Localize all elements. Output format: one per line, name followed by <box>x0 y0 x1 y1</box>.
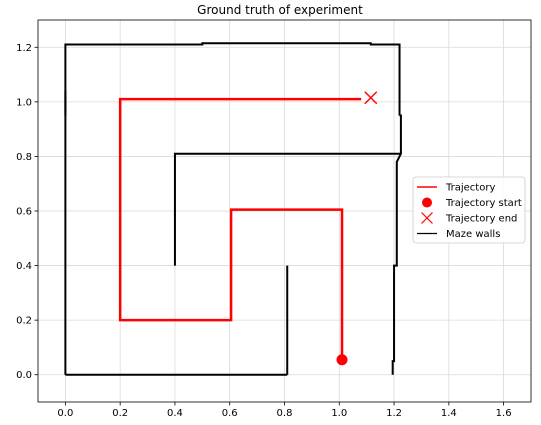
maze-wall-segment <box>173 152 401 266</box>
marker-stroke <box>421 212 433 224</box>
y-tick-label: 0.0 <box>16 370 32 381</box>
x-tick-label: 1.4 <box>441 408 457 419</box>
legend-start-handle <box>422 197 432 208</box>
x-tick-label: 1.6 <box>496 408 512 419</box>
x-tick-label: 1.0 <box>331 408 347 419</box>
x-tick-label: 0.8 <box>277 408 293 419</box>
x-tick-label: 0.2 <box>112 408 128 419</box>
legend-box <box>412 176 526 244</box>
trajectory-line <box>118 97 362 360</box>
maze-walls <box>64 42 402 376</box>
legend-label: Trajectory start <box>445 198 522 209</box>
y-tick-label: 1.0 <box>16 97 32 108</box>
legend-label: Maze walls <box>446 229 500 240</box>
marker-stroke <box>364 91 378 105</box>
y-tick-label: 0.4 <box>16 261 32 272</box>
y-tick-label: 0.6 <box>16 207 32 218</box>
y-tick-label: 1.2 <box>16 43 32 54</box>
markers <box>336 91 378 366</box>
axis-ticks: 0.0 0.2 0.4 0.6 0.8 1.0 1.2 1.4 1.6 0.0 0.2 0.4 0.6 0… <box>16 43 511 419</box>
trajectory-start-marker <box>336 354 348 366</box>
x-tick-label: 0.6 <box>222 408 238 419</box>
y-tick-label: 0.2 <box>16 316 32 327</box>
maze-wall-segment <box>64 42 401 116</box>
x-tick-label: 1.2 <box>386 408 402 419</box>
legend-label: Trajectory <box>445 183 495 194</box>
trajectory-series <box>118 97 362 360</box>
trajectory-end-marker <box>364 91 378 105</box>
x-tick-label: 0.4 <box>167 408 183 419</box>
legend-end-handle <box>421 212 433 224</box>
legend: Trajectory Trajectory start Trajectory end… <box>412 176 526 244</box>
x-tick-label: 0.0 <box>57 408 73 419</box>
legend-label: Trajectory end <box>445 214 517 225</box>
y-tick-label: 0.8 <box>16 152 32 163</box>
chart-title: Ground truth of experiment <box>197 3 363 17</box>
maze-wall-segment <box>391 114 402 375</box>
